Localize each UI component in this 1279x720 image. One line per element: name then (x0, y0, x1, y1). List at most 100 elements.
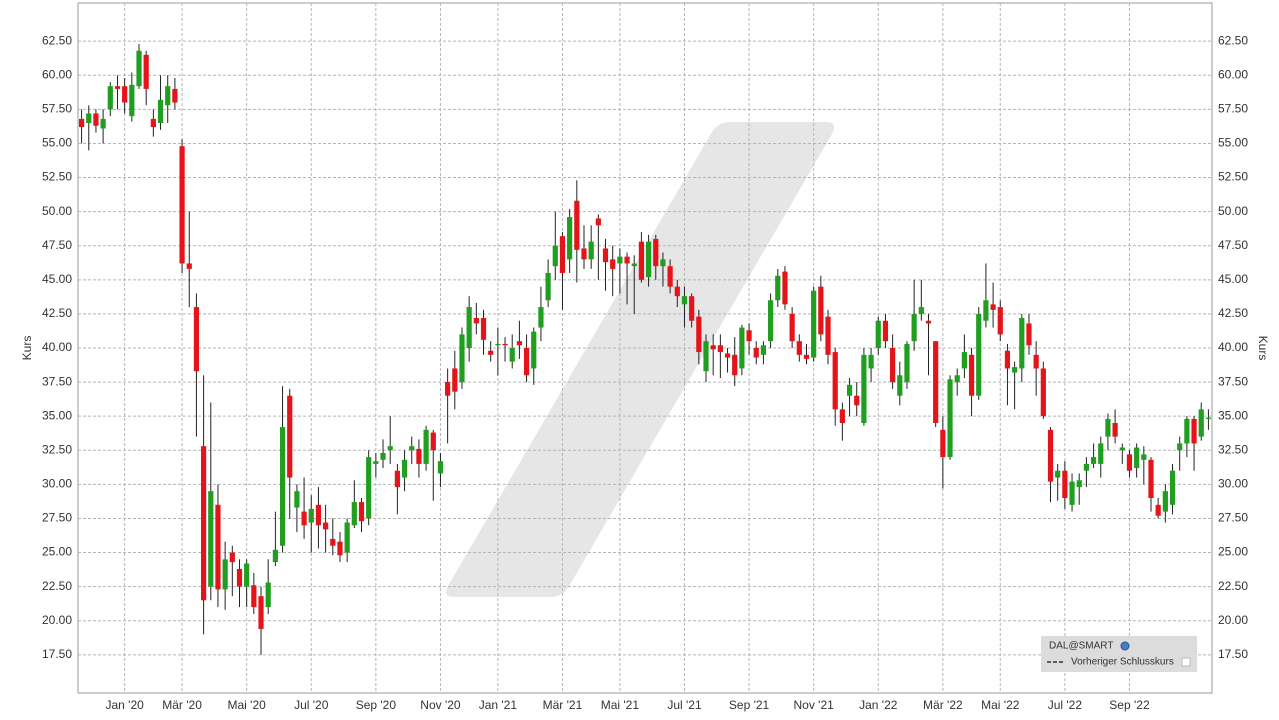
candle-body (617, 256, 623, 264)
candle-body (1191, 418, 1197, 444)
y2-tick-label: 32.50 (1218, 442, 1248, 456)
candle-body (1134, 447, 1140, 468)
candle-body (287, 395, 293, 478)
candle-body (1098, 443, 1104, 464)
y2-tick-label: 52.50 (1218, 170, 1248, 184)
candle-body (466, 307, 472, 348)
y-tick-label: 25.00 (42, 545, 72, 559)
candle-body (882, 320, 889, 342)
candle-body (1162, 491, 1168, 512)
candle-body (495, 343, 501, 346)
candle-body (990, 304, 996, 310)
y2-tick-label: 50.00 (1218, 204, 1248, 218)
candle-body (954, 375, 960, 383)
legend-box (1041, 636, 1197, 672)
candle-body (330, 538, 336, 546)
y2-tick-label: 25.00 (1218, 545, 1248, 559)
candle-body (445, 382, 451, 396)
candle-body (201, 446, 207, 601)
candle-body (143, 54, 149, 89)
legend: DAL@SMART Vorheriger Schlusskurs (1041, 636, 1197, 672)
candle-body (760, 345, 767, 355)
candle-body (459, 334, 465, 383)
candle-body (480, 318, 487, 340)
candle-body (93, 113, 99, 126)
candle-body (768, 300, 774, 342)
candle-body (100, 118, 106, 129)
candle-body (567, 217, 573, 260)
x-tick-label: Mär '21 (543, 698, 583, 712)
candle-body (811, 290, 817, 358)
candle-body (150, 118, 156, 128)
candle-body (208, 491, 214, 587)
candle-body (366, 457, 372, 519)
y2-tick-label: 27.50 (1218, 511, 1248, 525)
candle-body (294, 491, 300, 508)
candle-body (380, 453, 386, 460)
candle-body (818, 286, 824, 335)
candle-body (1141, 454, 1147, 460)
y2-axis-label: Kurs (1256, 336, 1270, 361)
candle-body (373, 461, 379, 464)
x-tick-label: Sep '22 (1109, 698, 1150, 712)
candle-body (136, 50, 142, 87)
candle-body (437, 461, 444, 474)
x-tick-label: Nov '21 (794, 698, 835, 712)
candle-body (933, 341, 939, 423)
candle-body (172, 88, 178, 103)
candle-body (660, 259, 666, 267)
candle-body (696, 316, 702, 353)
candle-body (387, 446, 393, 451)
candle-body (222, 559, 228, 590)
candle-body (904, 343, 910, 383)
x-tick-label: Sep '21 (729, 698, 770, 712)
candle-body (918, 307, 924, 314)
candle-body (516, 341, 522, 346)
candle-body (251, 585, 257, 608)
y2-tick-label: 35.00 (1218, 408, 1248, 422)
candle-body (681, 296, 688, 305)
candle-body (279, 427, 286, 546)
y2-tick-label: 30.00 (1218, 477, 1248, 491)
candle-body (782, 271, 788, 305)
candle-body (236, 568, 243, 587)
y2-tick-label: 20.00 (1218, 613, 1248, 627)
candle-body (976, 313, 982, 396)
candle-body (272, 549, 278, 563)
y2-tick-label: 40.00 (1218, 340, 1248, 354)
candle-body (940, 429, 946, 458)
candle-body (645, 241, 652, 278)
y-tick-label: 45.00 (42, 272, 72, 286)
legend-checkbox (1181, 657, 1191, 667)
candles (78, 43, 1212, 655)
x-tick-label: Jul '21 (667, 698, 702, 712)
x-tick-label: Jan '20 (105, 698, 144, 712)
candle-body (1177, 443, 1183, 451)
candle-body (724, 353, 731, 358)
candle-body (423, 429, 429, 464)
candle-body (1047, 429, 1054, 482)
candle-body (753, 348, 759, 358)
y-tick-label: 60.00 (42, 67, 72, 81)
candle-body (925, 320, 932, 324)
candle-body (1205, 417, 1212, 419)
candle-body (961, 352, 967, 369)
y2-tick-label: 42.50 (1218, 306, 1248, 320)
candle-body (1155, 504, 1161, 516)
candle-body (997, 307, 1003, 335)
y-tick-label: 47.50 (42, 238, 72, 252)
candle-body (595, 218, 601, 226)
candle-body (1169, 470, 1176, 505)
candle-body (523, 348, 530, 376)
candle-body (552, 245, 558, 267)
candle-body (394, 470, 400, 488)
candle-body (796, 341, 802, 355)
candle-body (509, 348, 515, 362)
candle-body (746, 330, 752, 342)
candle-body (1148, 459, 1154, 498)
candle-body (631, 263, 637, 267)
candle-body (1019, 318, 1025, 369)
legend-label: DAL@SMART (1049, 641, 1113, 652)
y-tick-label: 62.50 (42, 33, 72, 47)
candle-body (323, 522, 329, 530)
